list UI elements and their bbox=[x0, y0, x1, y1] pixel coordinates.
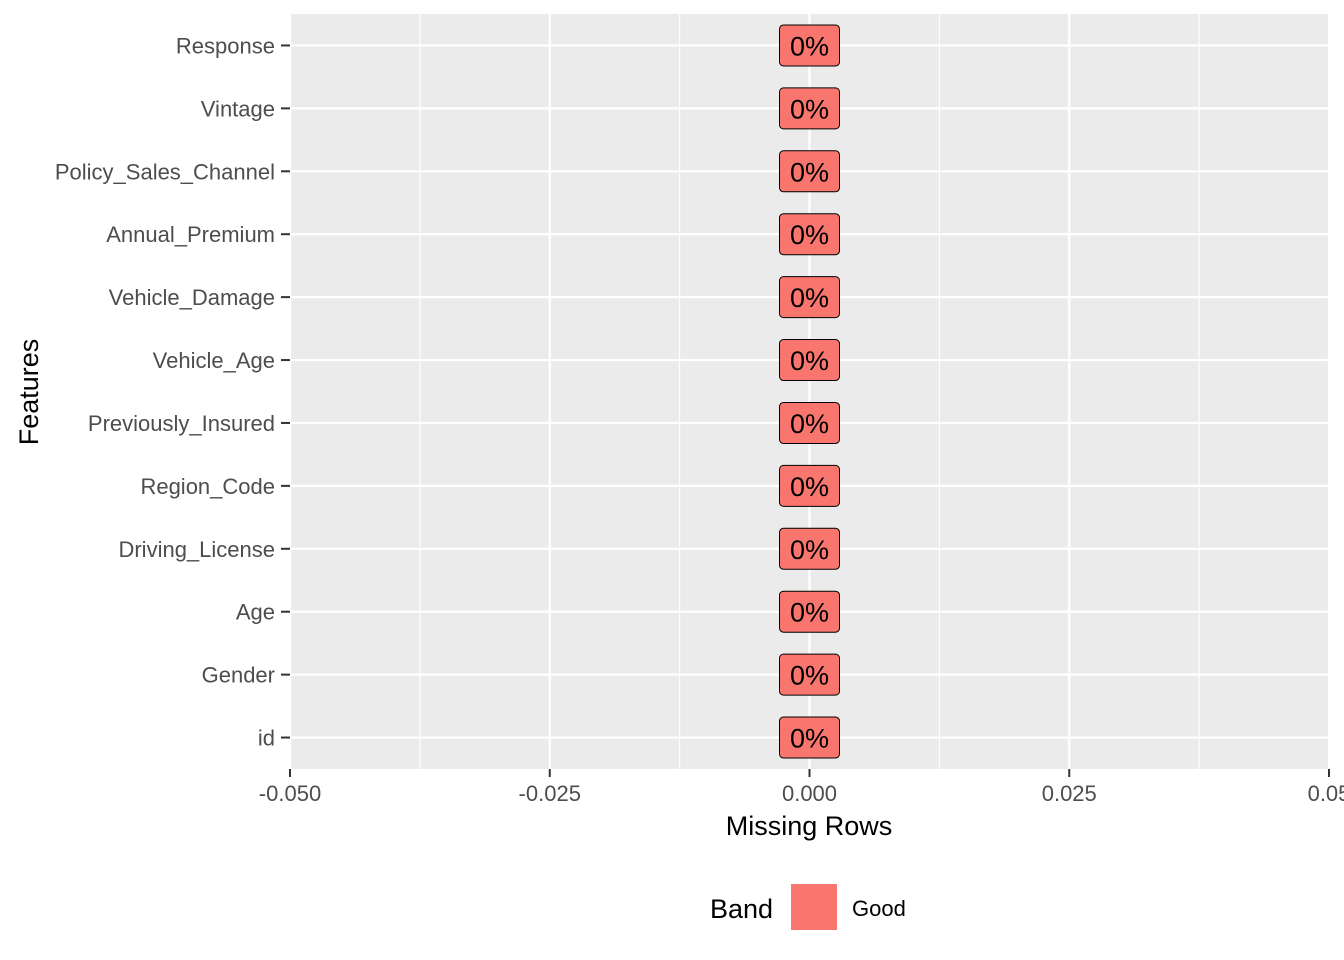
x-tick-label: -0.025 bbox=[519, 781, 581, 806]
data-label: 0% bbox=[779, 401, 840, 444]
y-tick-label: Age bbox=[236, 600, 275, 625]
bar-mark bbox=[779, 590, 840, 633]
legend-label-good: Good bbox=[852, 896, 906, 921]
data-label-text: 0% bbox=[790, 94, 829, 124]
data-label: 0% bbox=[779, 527, 840, 570]
minor-gridlines bbox=[419, 14, 1200, 769]
x-tick-label: 0.05 bbox=[1308, 781, 1344, 806]
y-tick-label: Policy_Sales_Channel bbox=[55, 159, 275, 184]
legend: Band Good bbox=[710, 884, 906, 930]
data-label: 0% bbox=[779, 464, 840, 507]
bar-mark bbox=[779, 213, 840, 256]
data-label-text: 0% bbox=[790, 31, 829, 61]
bar-mark bbox=[779, 150, 840, 193]
bar-mark bbox=[779, 87, 840, 130]
bar-mark bbox=[779, 24, 840, 67]
y-tick-label: Vehicle_Damage bbox=[109, 285, 275, 310]
data-labels: 0% 0% 0% 0% 0% 0% 0% 0% 0% 0% 0% 0% bbox=[779, 24, 840, 759]
data-label: 0% bbox=[779, 653, 840, 696]
x-axis-title: Missing Rows bbox=[726, 811, 893, 841]
y-tick-label: Vintage bbox=[201, 96, 275, 121]
data-label-text: 0% bbox=[790, 724, 829, 754]
data-label-text: 0% bbox=[790, 157, 829, 187]
data-label-text: 0% bbox=[790, 472, 829, 502]
bar-mark bbox=[779, 716, 840, 759]
data-label-text: 0% bbox=[790, 220, 829, 250]
legend-title: Band bbox=[710, 894, 773, 924]
data-label-text: 0% bbox=[790, 535, 829, 565]
y-tick-label: Region_Code bbox=[140, 474, 275, 499]
bar-mark bbox=[779, 276, 840, 319]
y-tick-label: Response bbox=[176, 33, 275, 58]
data-label: 0% bbox=[779, 150, 840, 193]
data-label: 0% bbox=[779, 339, 840, 382]
x-tick-label: 0.025 bbox=[1042, 781, 1097, 806]
y-axis-title: Features bbox=[14, 339, 44, 446]
x-tick-label: 0.000 bbox=[782, 781, 837, 806]
data-label: 0% bbox=[779, 716, 840, 759]
y-tick-label: Previously_Insured bbox=[88, 411, 275, 436]
data-label: 0% bbox=[779, 87, 840, 130]
y-tick-label: Annual_Premium bbox=[106, 222, 275, 247]
data-label-text: 0% bbox=[790, 346, 829, 376]
bar-mark bbox=[779, 464, 840, 507]
data-label-text: 0% bbox=[790, 661, 829, 691]
data-label-text: 0% bbox=[790, 598, 829, 628]
data-label-text: 0% bbox=[790, 409, 829, 439]
data-label-text: 0% bbox=[790, 283, 829, 313]
data-label: 0% bbox=[779, 213, 840, 256]
y-tick-label: Gender bbox=[202, 663, 275, 688]
bar-mark bbox=[779, 527, 840, 570]
data-label: 0% bbox=[779, 24, 840, 67]
y-tick-label: Driving_License bbox=[118, 537, 275, 562]
bar-mark bbox=[779, 653, 840, 696]
bar-mark bbox=[779, 339, 840, 382]
x-axis: -0.050 -0.025 0.000 0.025 0.05 bbox=[259, 769, 1344, 806]
bar-mark bbox=[779, 401, 840, 444]
y-axis: id Gender Age Driving_License Region_Code Pre… bbox=[55, 33, 290, 751]
y-tick-label: Vehicle_Age bbox=[153, 348, 275, 373]
y-tick-label: id bbox=[258, 726, 275, 751]
legend-key-good bbox=[791, 884, 837, 930]
x-tick-label: -0.050 bbox=[259, 781, 321, 806]
data-label: 0% bbox=[779, 276, 840, 319]
data-label: 0% bbox=[779, 590, 840, 633]
